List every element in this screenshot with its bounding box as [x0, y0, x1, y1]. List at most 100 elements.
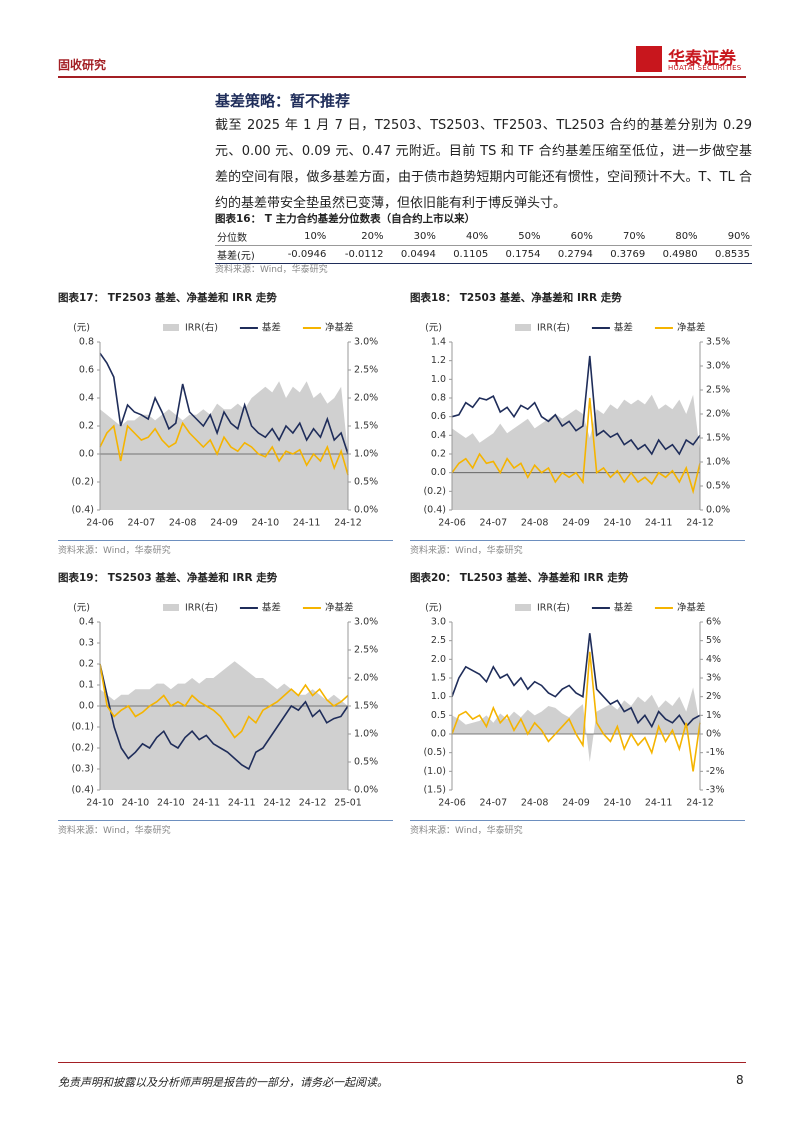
- y2-tick-label: 2.5%: [706, 385, 730, 396]
- y-tick-label: 2.0: [431, 654, 446, 665]
- y-tick-label: 0.2: [431, 449, 446, 460]
- series-line: [99, 421, 349, 476]
- legend-label: IRR(右): [185, 322, 218, 334]
- x-tick-label: 24-10: [157, 798, 185, 809]
- table-body: 基差(元) -0.0946 -0.0112 0.0494 0.1105 0.1754 0.2…: [215, 246, 752, 264]
- y-tick-label: (0.4): [71, 505, 94, 516]
- series-line: [99, 663, 349, 771]
- page-number: 8: [736, 1073, 744, 1087]
- x-tick-label: 24-11: [293, 518, 321, 529]
- y-tick-label: (0.2): [71, 743, 94, 754]
- y2-tick-label: 0.5%: [354, 477, 378, 488]
- x-tick-label: 24-12: [686, 518, 714, 529]
- y2-tick-label: 1.0%: [354, 729, 378, 740]
- y2-tick-label: 3.5%: [706, 337, 730, 348]
- table-cell: 0.8535: [715, 249, 750, 260]
- series-line: [451, 355, 701, 456]
- x-tick-label: 24-09: [210, 518, 238, 529]
- x-tick-label: 24-10: [604, 798, 632, 809]
- y2-tick-label: 0.5%: [706, 481, 730, 492]
- y2-tick-label: 1.0%: [706, 457, 730, 468]
- y2-tick-label: 3.0%: [354, 617, 378, 628]
- table-header-cell: 分位数: [217, 233, 247, 244]
- chart: (1.5) (1.0) (0.5) 0.0 0.5 1.0 1.5 2.0 2.5 3.0 -3% -…: [423, 602, 725, 809]
- y-tick-label: (0.3): [71, 764, 94, 775]
- chart-source: 资料来源：Wind，华泰研究: [410, 546, 523, 556]
- x-tick-label: 24-10: [604, 518, 632, 529]
- table-header-cell: 90%: [727, 231, 750, 242]
- section-title: 基差策略：暂不推荐: [215, 92, 351, 110]
- table-cell: 0.4980: [662, 249, 698, 260]
- y2-tick-label: 1.5%: [354, 421, 378, 432]
- header-rule: [58, 76, 746, 78]
- table-header-cell: 30%: [413, 231, 436, 242]
- chart: (0.4) (0.2) 0.0 0.2 0.4 0.6 0.8 0.0% 0.5% 1.0% 1.5…: [71, 322, 378, 529]
- x-tick-label: 24-12: [299, 798, 327, 809]
- table-row: 基差(元) -0.0946 -0.0112 0.0494 0.1105 0.1754 0.2…: [215, 246, 752, 264]
- table-header-cell: 60%: [570, 231, 593, 242]
- y2-tick-label: 2.0%: [706, 409, 730, 420]
- table-source: 资料来源：Wind，华泰研究: [215, 265, 328, 275]
- y2-tick-label: 1.5%: [354, 701, 378, 712]
- y-tick-label: (0.4): [71, 785, 94, 796]
- legend-swatch: [163, 604, 179, 611]
- series-line: [451, 397, 701, 495]
- y-tick-label: 0.0: [431, 729, 446, 740]
- table-cell: 0.2794: [557, 249, 593, 260]
- y2-tick-label: 3.0%: [706, 361, 730, 372]
- header-section: 固收研究: [58, 58, 107, 72]
- x-tick-label: 25-01: [334, 798, 362, 809]
- chart-rule: [58, 540, 393, 541]
- y-unit: (元): [425, 323, 442, 334]
- legend-label: 基差: [614, 602, 633, 614]
- series-line: [451, 651, 701, 772]
- legend-label: 基差: [262, 322, 281, 334]
- y2-tick-label: 2%: [706, 691, 721, 702]
- x-tick-label: 24-12: [686, 798, 714, 809]
- x-tick-label: 24-11: [645, 518, 673, 529]
- quantile-table: 分位数 10% 20% 30% 40% 50% 60% 70% 80% 90% 基差(元) -0.0…: [215, 228, 752, 264]
- y-tick-label: 1.4: [431, 337, 446, 348]
- chart-title: 图表20： TL2503 基差、净基差和 IRR 走势: [410, 572, 629, 584]
- x-tick-label: 24-11: [645, 798, 673, 809]
- x-tick-label: 24-12: [263, 798, 291, 809]
- chart-title: 图表17： TF2503 基差、净基差和 IRR 走势: [58, 292, 277, 304]
- chart: (0.4) (0.3) (0.2) (0.1) 0.0 0.1 0.2 0.3 0.4 0.0% 0…: [71, 602, 378, 809]
- y2-tick-label: 1.5%: [706, 433, 730, 444]
- y-tick-label: 0.0: [79, 701, 94, 712]
- x-tick-label: 24-09: [562, 518, 590, 529]
- y-tick-label: (0.5): [423, 747, 446, 758]
- x-tick-label: 24-11: [228, 798, 256, 809]
- x-tick-label: 24-11: [192, 798, 220, 809]
- y-tick-label: 0.2: [79, 421, 94, 432]
- logo-icon: [636, 46, 662, 72]
- y2-tick-label: 6%: [706, 617, 721, 628]
- y-tick-label: (0.2): [423, 486, 446, 497]
- y-tick-label: 0.0: [431, 467, 446, 478]
- y2-tick-label: 1%: [706, 710, 721, 721]
- chart-rule: [58, 820, 393, 821]
- y-tick-label: 1.5: [431, 673, 446, 684]
- x-tick-label: 24-07: [480, 798, 508, 809]
- x-tick-label: 24-12: [334, 518, 362, 529]
- y-tick-label: 0.8: [79, 337, 94, 348]
- table-header-cell: 50%: [518, 231, 541, 242]
- y2-tick-label: 0.0%: [354, 785, 378, 796]
- y-tick-label: 1.0: [431, 374, 446, 385]
- table-cell: 0.1754: [505, 249, 541, 260]
- y-tick-label: (0.1): [71, 722, 94, 733]
- x-tick-label: 24-08: [169, 518, 197, 529]
- x-tick-label: 24-07: [480, 518, 508, 529]
- x-tick-label: 24-08: [521, 798, 549, 809]
- y-tick-label: 0.8: [431, 393, 446, 404]
- y-tick-label: (0.4): [423, 505, 446, 516]
- y2-tick-label: 1.0%: [354, 449, 378, 460]
- y2-tick-label: -2%: [706, 766, 725, 777]
- y-tick-label: 0.3: [79, 638, 94, 649]
- table-header-cell: 70%: [622, 231, 646, 242]
- x-tick-label: 24-06: [438, 798, 466, 809]
- table-header: 分位数 10% 20% 30% 40% 50% 60% 70% 80% 90%: [215, 228, 752, 246]
- table-cell: 0.0494: [400, 249, 436, 260]
- y-unit: (元): [73, 323, 90, 334]
